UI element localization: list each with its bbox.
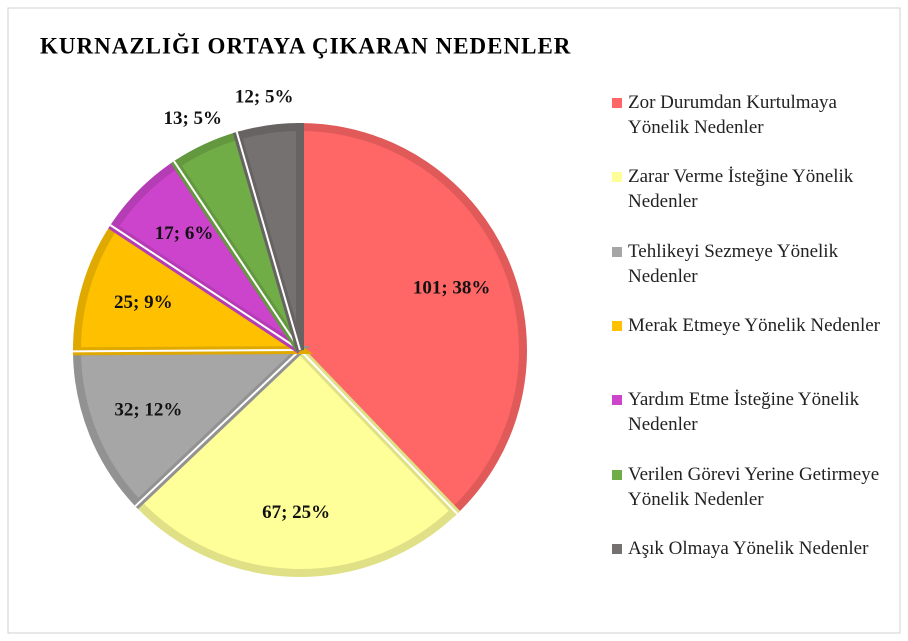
legend-label: Zarar Verme İsteğine Yönelik Nedenler [628,166,854,213]
pie-slice [296,122,527,517]
slice-separator [109,224,301,351]
legend-item: Zarar Verme İsteğine Yönelik Nedenler [612,164,893,214]
legend-label: Merak Etmeye Yönelik Nedenler [628,314,881,336]
legend-label: Verilen Görevi Yerine Getirmeye Yönelik … [628,463,880,510]
data-label: 17; 6% [155,223,214,244]
legend-swatch [612,543,622,554]
legend-label: Yardım Etme İsteğine Yönelik Nedenler [628,389,860,436]
slice-separator [134,349,301,507]
slice-separator [235,131,301,351]
legend-swatch [612,395,622,406]
pie-slice [72,345,311,510]
data-label: 13; 5% [163,108,222,129]
legend-swatch [612,469,622,480]
data-label: 12; 5% [235,87,294,108]
legend-label: Zor Durumdan Kurtulmaya Yönelik Nedenler [628,92,837,138]
slice-separator [72,349,301,353]
legend-swatch [612,320,622,331]
data-label: 25; 9% [114,292,173,313]
data-label: 101; 38% [413,277,491,298]
slice-separator [299,349,458,515]
legend-item: Zor Durumdan Kurtulmaya Yönelik Nedenler [612,90,893,140]
legend-label: Tehlikeyi Sezmeye Yönelik Nedenler [628,240,839,287]
legend-label: Aşık Olmaya Yönelik Nedenler [628,537,869,559]
legend-item: Aşık Olmaya Yönelik Nedenler [612,536,893,561]
slice-separator [173,160,301,351]
legend-swatch [612,98,622,108]
legend-swatch [612,172,622,183]
pie-slice [132,344,461,577]
legend-item: Yardım Etme İsteğine Yönelik Nedenler [612,387,893,437]
legend-swatch [612,246,622,257]
legend-item: Merak Etmeye Yönelik Nedenler [612,313,893,338]
data-label: 67; 25% [262,502,330,523]
legend-item: Tehlikeyi Sezmeye Yönelik Nedenler [612,239,893,289]
data-label: 32; 12% [114,399,182,420]
legend-item: Verilen Görevi Yerine Getirmeye Yönelik … [612,462,893,512]
pie-slice [73,221,314,356]
chart-title: KURNAZLIĞI ORTAYA ÇIKARAN NEDENLER [40,32,571,58]
